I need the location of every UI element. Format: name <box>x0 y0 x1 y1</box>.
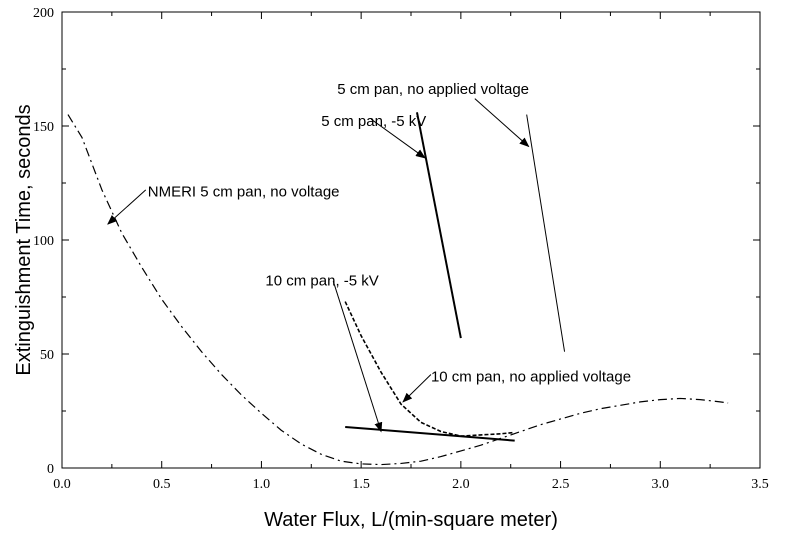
annotation-label-3: NMERI 5 cm pan, no voltage <box>148 184 340 201</box>
y-tick-label: 50 <box>40 348 54 363</box>
x-tick-label: 3.0 <box>652 477 670 492</box>
annotation-label-1: 5 cm pan, no applied voltage <box>337 81 529 98</box>
y-tick-label: 150 <box>33 120 54 135</box>
annotations-layer: 5 cm pan, no applied voltage 5 cm pan, -5… <box>107 81 631 433</box>
x-tick-label: 0.5 <box>153 477 171 492</box>
annotation-arrow-5 <box>402 374 432 403</box>
x-tick-label: 3.5 <box>751 477 769 492</box>
x-tick-label: 1.5 <box>352 477 370 492</box>
x-tick-label: 0.0 <box>53 477 71 492</box>
y-tick-label: 100 <box>33 234 54 249</box>
axis-ticks: 0.0 0.5 1.0 1.5 2.0 2.5 3.0 3.5 0 50 100 150 200 <box>33 6 769 492</box>
x-tick-label: 2.5 <box>552 477 570 492</box>
y-tick-label: 200 <box>33 6 54 21</box>
series-line-3 <box>526 114 566 352</box>
x-tick-label: 2.0 <box>452 477 470 492</box>
series-line-2 <box>415 112 462 339</box>
annotation-arrow-1 <box>474 98 530 148</box>
x-tick-label: 1.0 <box>253 477 271 492</box>
annotation-label-4: 10 cm pan, -5 kV <box>265 273 378 290</box>
y-tick-label: 0 <box>47 462 54 477</box>
annotation-arrow-3 <box>107 189 147 225</box>
annotation-arrow-2 <box>370 118 426 159</box>
series-layer <box>67 112 729 466</box>
annotation-label-5: 10 cm pan, no applied voltage <box>431 368 631 385</box>
series-line-1 <box>67 114 729 466</box>
annotation-label-2: 5 cm pan, -5 kV <box>321 113 426 130</box>
series-line-4 <box>345 425 515 442</box>
annotation-arrow-4 <box>332 280 383 433</box>
x-axis-title: Water Flux, L/(min-square meter) <box>264 509 558 531</box>
y-axis-title: Extinguishment Time, seconds <box>13 104 35 375</box>
series-line-5 <box>344 301 513 437</box>
